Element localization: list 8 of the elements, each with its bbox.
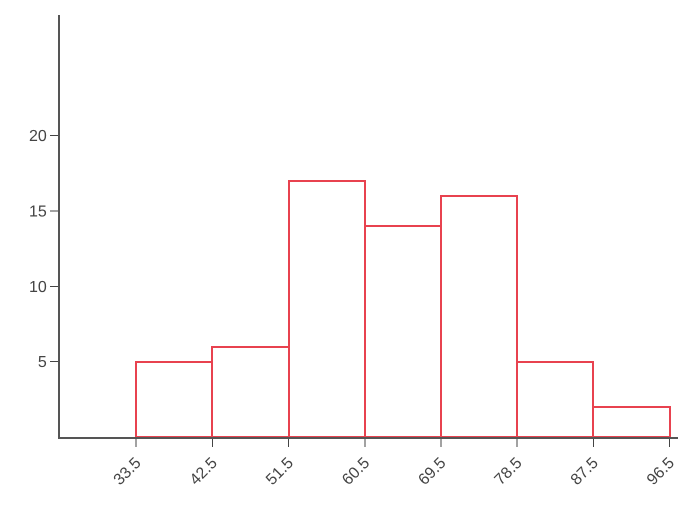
x-tick-label: 78.5 [492,454,526,489]
y-tick-label: 20 [29,128,47,146]
y-tick-label: 5 [38,354,47,372]
x-tick-label: 42.5 [186,454,221,489]
y-tick-label: 10 [29,278,47,296]
x-tick-label: 69.5 [415,454,450,489]
x-tick-label: 60.5 [339,454,374,489]
y-tick-label: 15 [29,204,47,221]
